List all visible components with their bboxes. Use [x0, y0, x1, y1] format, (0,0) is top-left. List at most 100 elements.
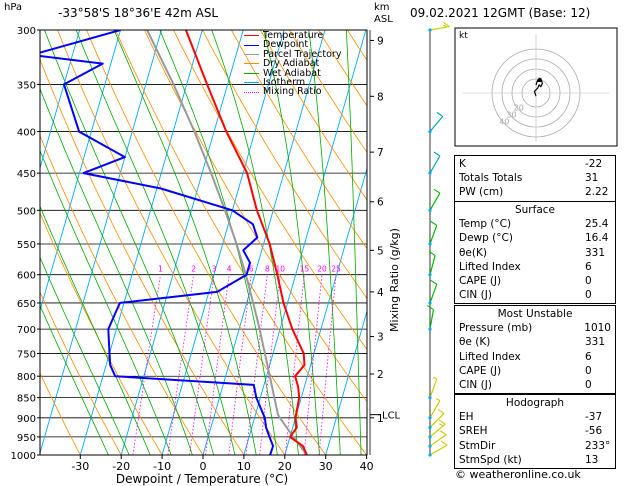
dry-adiabat-line [40, 134, 204, 455]
wet-adiabat-line [159, 30, 278, 455]
most-unstable-value: 0 [585, 378, 592, 391]
legend-item: Dry Adiabat [244, 59, 341, 69]
wind-barb-dot [428, 453, 432, 457]
pressure-tick-label: 950 [17, 433, 36, 444]
wind-barb-dot [428, 416, 432, 420]
wind-barb-flag [439, 423, 444, 427]
most-unstable-row: θe (K) 331 [459, 335, 611, 349]
dry-adiabat-line [259, 30, 367, 201]
most-unstable-label: Lifted Index [459, 350, 521, 363]
surface-label: CIN (J) [459, 289, 492, 302]
surface-label: Temp (°C) [459, 218, 512, 231]
most-unstable-table: Most Unstable Pressure (mb) 1010 θe (K) 331… [454, 305, 616, 395]
most-unstable-label: CAPE (J) [459, 364, 502, 377]
wet-adiabat-line [40, 149, 172, 455]
wind-barb-dot [428, 273, 432, 277]
wind-barb-dot [428, 425, 432, 430]
surface-value: 6 [585, 260, 592, 273]
wind-barb-staff [429, 400, 441, 419]
wind-barb-dot [428, 301, 432, 305]
mixing-ratio-axis-title: Mixing Ratio (g/kg) [388, 228, 401, 332]
legend-label: Temperature [263, 30, 324, 41]
pressure-tick-label: 400 [17, 128, 36, 139]
x-tick-label: -10 [153, 460, 171, 473]
wind-barb [428, 220, 438, 246]
wet-adiabat-line [345, 30, 362, 455]
hodograph-table-row: EH -37 [459, 410, 611, 424]
legend-item: Mixing Ratio [244, 86, 341, 98]
mixing-ratio-label: 3 [212, 265, 217, 274]
pressure-tick-label: 450 [17, 169, 36, 180]
date-title: 09.02.2021 12GMT (Base: 12) [410, 6, 591, 20]
legend-swatch [244, 53, 259, 55]
pressure-tick-label: 800 [17, 372, 36, 383]
wind-barb-flag [443, 22, 450, 28]
surface-label: Lifted Index [459, 260, 521, 273]
isotherm-line [120, 30, 244, 455]
wind-barb [428, 376, 438, 400]
legend-item: Isotherm [244, 77, 341, 87]
most-unstable-label: θe (K) [459, 336, 491, 349]
km-tick-label: 1 [377, 413, 384, 425]
isotherm-line [79, 30, 203, 455]
hodograph-table-row: SREH -56 [459, 424, 611, 438]
hodograph-table-value: 13 [585, 453, 599, 466]
x-tick-label: 0 [200, 460, 207, 473]
wet-adiabat-line [308, 30, 341, 455]
pressure-tick-label: 300 [17, 26, 36, 37]
wet-adiabat-line [40, 304, 109, 455]
wind-barb-dot [428, 444, 432, 448]
wind-barb-staff [429, 155, 441, 174]
surface-row: θe(K) 331 [459, 246, 611, 260]
footer-copyright: © weatheronline.co.uk [455, 468, 581, 481]
wind-barb-staff [429, 309, 435, 330]
pressure-tick-label: 600 [17, 271, 36, 282]
mixing-ratio-label: 20 [317, 265, 327, 274]
legend-label: Mixing Ratio [263, 86, 322, 98]
wind-barb-flag [436, 398, 441, 402]
legend-swatch [244, 91, 259, 93]
most-unstable-value: 6 [585, 350, 592, 363]
wind-barb-dot [428, 129, 432, 134]
most-unstable-title: Most Unstable [497, 308, 573, 320]
legend-label: Wet Adiabat [263, 67, 321, 79]
wet-adiabat-line [40, 256, 130, 455]
dry-adiabat-line [115, 30, 367, 455]
wind-barb-staff [429, 255, 436, 275]
wind-barb-flag [430, 279, 438, 285]
km-label: km [374, 2, 390, 13]
wind-barb-dot [428, 242, 432, 246]
dry-adiabat-line [86, 30, 327, 455]
surface-row: Lifted Index 6 [459, 260, 611, 274]
pressure-tick-label: 900 [17, 414, 36, 425]
surface-row: CIN (J) 0 [459, 288, 611, 302]
hodograph-table-label: SREH [459, 425, 488, 438]
hodograph-table-value: -56 [585, 425, 603, 438]
wind-barb [428, 22, 450, 32]
most-unstable-label: Pressure (mb) [459, 322, 533, 335]
indices-table: K -22 Totals Totals 31 PW (cm) 2.22 [454, 155, 616, 202]
surface-label: Dewp (°C) [459, 232, 513, 245]
x-tick-label: 30 [319, 460, 333, 473]
legend-label: Dewpoint [263, 39, 309, 51]
dry-adiabat-line [173, 30, 367, 351]
surface-value: 25.4 [585, 218, 609, 231]
hodograph-table-label: StmDir [459, 439, 496, 452]
wind-barb [428, 409, 445, 430]
wind-barb-staff [429, 444, 448, 456]
pressure-tick-label: 850 [17, 394, 36, 405]
legend-swatch [244, 44, 259, 46]
wet-adiabat-line [263, 30, 320, 455]
x-tick-label: 20 [278, 460, 292, 473]
hodograph-ring-label: 30 [506, 110, 516, 119]
wind-barb-flag [430, 220, 438, 226]
wind-barb [428, 111, 444, 134]
wind-barb-dot [428, 327, 432, 331]
wind-barb-flag [440, 440, 448, 446]
mixing-ratio-label: 15 [300, 265, 310, 274]
wind-barb-flag [437, 409, 445, 414]
dry-adiabat-line [40, 58, 245, 455]
wind-barb-dot [428, 435, 432, 439]
wind-barb-flag [427, 305, 434, 311]
